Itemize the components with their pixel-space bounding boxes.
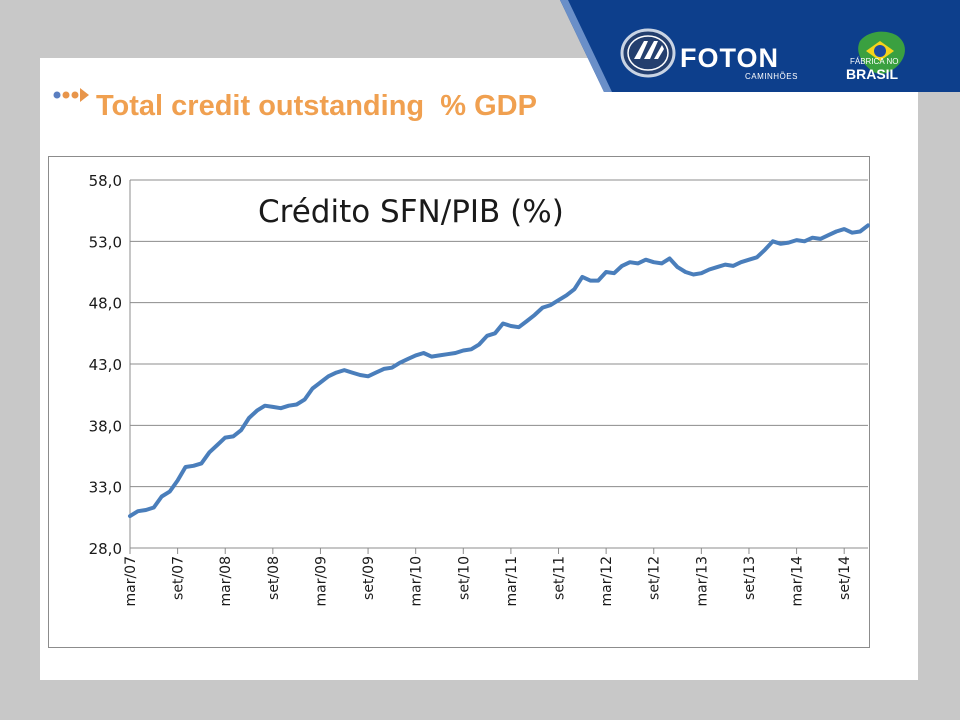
x-tick-label: mar/08 — [218, 556, 234, 607]
x-tick-label: mar/10 — [409, 556, 425, 607]
x-tick-label: mar/14 — [790, 556, 806, 607]
y-tick-label: 53,0 — [89, 233, 122, 251]
x-tick-label: set/14 — [837, 556, 853, 600]
x-tick-label: set/08 — [266, 556, 282, 600]
x-tick-label: set/11 — [552, 556, 568, 600]
x-tick-label: set/07 — [171, 556, 187, 600]
x-tick-label: set/12 — [647, 556, 663, 600]
chart-frame: 58,0 53,0 48,0 43,0 38,0 33,0 28,0 mar/07 set/0… — [48, 156, 870, 648]
badge-line-1: FÁBRICA NO — [850, 57, 899, 66]
y-tick-label: 28,0 — [89, 540, 122, 558]
brazil-map-icon — [858, 31, 905, 74]
series-line — [128, 223, 870, 519]
badge-line-2: BRASIL — [846, 66, 899, 82]
x-tick-label: set/09 — [361, 556, 377, 600]
y-tick-label: 38,0 — [89, 417, 122, 435]
chart-title: Crédito SFN/PIB (%) — [258, 194, 564, 230]
credit-chart: 58,0 53,0 48,0 43,0 38,0 33,0 28,0 mar/07 set/0… — [48, 156, 870, 648]
x-tick-label: set/10 — [456, 556, 472, 600]
x-tick-label: mar/11 — [504, 556, 520, 607]
y-tick-label: 33,0 — [89, 479, 122, 497]
page-title: Total credit outstanding % GDP — [96, 90, 537, 122]
brand-subtitle: CAMINHÕES — [745, 72, 798, 81]
bullet-dots-icon — [53, 88, 89, 102]
x-tick-label: mar/09 — [313, 556, 329, 607]
y-tick-label: 48,0 — [89, 295, 122, 313]
x-tick-label: mar/12 — [599, 556, 615, 607]
y-tick-label: 43,0 — [89, 356, 122, 374]
foton-logo-icon — [620, 28, 676, 78]
x-tick-label: mar/07 — [123, 556, 139, 607]
x-tick-label: mar/13 — [694, 556, 710, 607]
y-tick-label: 58,0 — [89, 172, 122, 190]
x-tick-label: set/13 — [742, 556, 758, 600]
brand-name: FOTON — [680, 43, 779, 73]
